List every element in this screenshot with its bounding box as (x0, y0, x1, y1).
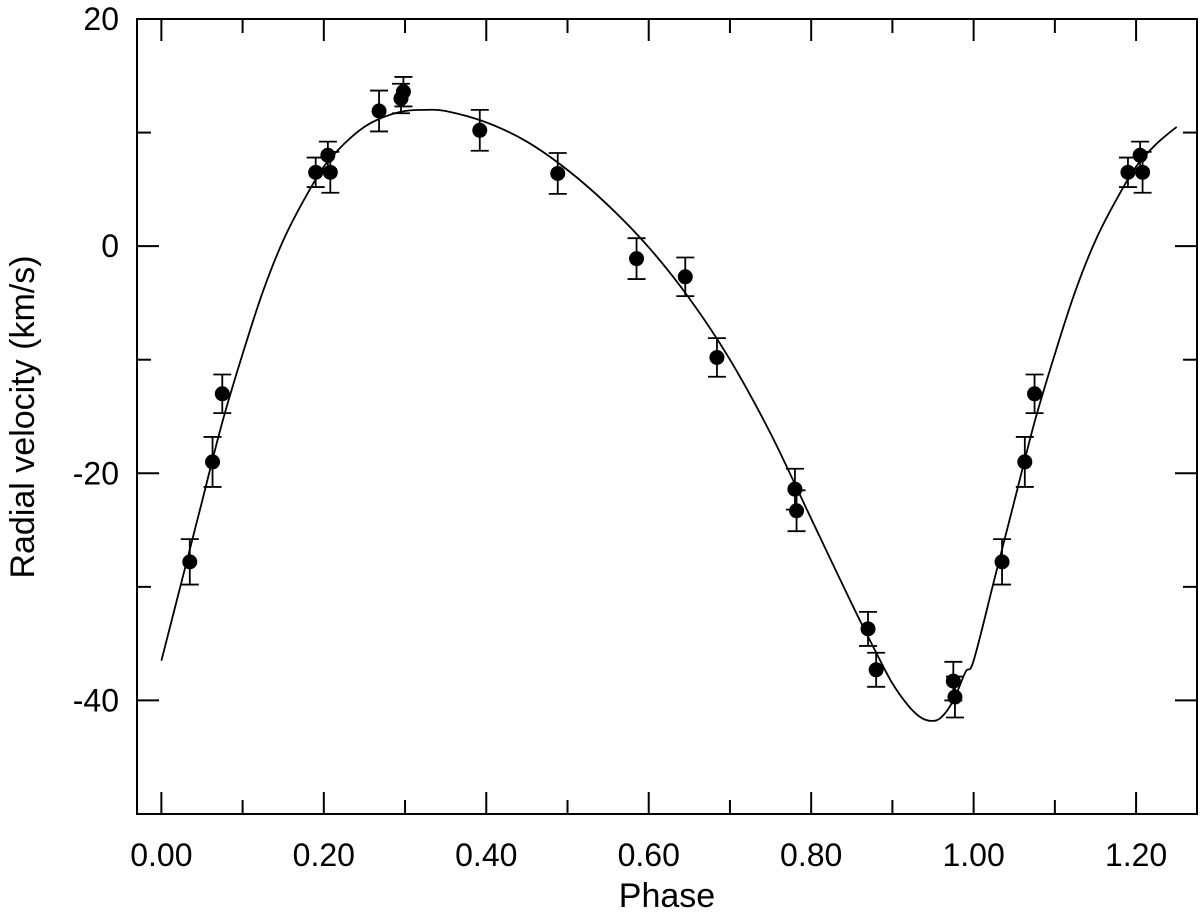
data-point (785, 467, 804, 511)
x-axis-title: Phase (619, 877, 715, 915)
data-marker (214, 386, 230, 402)
y-tick-label: -20 (73, 455, 119, 491)
data-marker (947, 689, 963, 705)
data-marker (182, 554, 198, 570)
data-point (1133, 150, 1152, 194)
y-axis-title: Radial velocity (km/s) (4, 255, 42, 578)
x-tick-label: 1.00 (942, 837, 1004, 873)
data-point (306, 156, 325, 188)
y-tick-label: 0 (101, 228, 119, 264)
data-marker (868, 662, 884, 678)
data-point (993, 538, 1012, 586)
data-marker (1017, 454, 1033, 470)
x-tick-label: 0.40 (455, 837, 517, 873)
data-point (707, 337, 726, 378)
data-point (627, 237, 646, 280)
data-marker (789, 503, 805, 519)
y-tick-label: -40 (73, 682, 119, 718)
data-marker (550, 165, 566, 181)
x-tick-label: 1.20 (1105, 837, 1167, 873)
data-point (203, 436, 222, 488)
x-tick-label: 0.20 (293, 837, 355, 873)
data-marker (709, 349, 725, 365)
data-point (180, 538, 199, 586)
data-marker (308, 164, 324, 180)
data-point (321, 150, 340, 194)
data-point (859, 610, 878, 647)
data-point (676, 256, 695, 298)
plot-frame (136, 18, 1198, 815)
data-point (370, 89, 389, 133)
data-point (213, 373, 232, 414)
data-marker (787, 481, 803, 497)
axis-tick-labels: 0.00 0.20 0.40 0.60 0.80 1.00 1.20 20 0 -20 -40 (73, 1, 1167, 873)
data-point (867, 651, 886, 688)
data-marker (994, 554, 1010, 570)
data-point (318, 140, 337, 170)
axis-ticks (137, 18, 1197, 814)
data-point (394, 76, 413, 108)
data-marker (677, 269, 693, 285)
data-point (1118, 156, 1137, 188)
data-marker (320, 147, 336, 163)
data-marker (205, 454, 221, 470)
data-marker (371, 103, 387, 119)
data-marker (322, 164, 338, 180)
data-point (945, 675, 964, 719)
fit-curve (160, 108, 1178, 722)
data-marker (860, 621, 876, 637)
data-point (470, 108, 489, 152)
data-marker (1135, 164, 1151, 180)
data-marker (472, 122, 488, 138)
data-marker (1132, 147, 1148, 163)
data-points (180, 76, 1152, 719)
x-tick-label: 0.00 (130, 837, 192, 873)
data-marker (629, 251, 645, 267)
data-point (1015, 436, 1034, 488)
x-tick-label: 0.60 (618, 837, 680, 873)
x-tick-label: 0.80 (780, 837, 842, 873)
y-tick-label: 20 (83, 1, 119, 37)
data-marker (395, 84, 411, 100)
data-marker (1027, 386, 1043, 402)
data-point (1131, 140, 1150, 170)
data-point (548, 152, 567, 195)
data-point (787, 489, 806, 533)
data-marker (1120, 164, 1136, 180)
data-point (1025, 373, 1044, 414)
